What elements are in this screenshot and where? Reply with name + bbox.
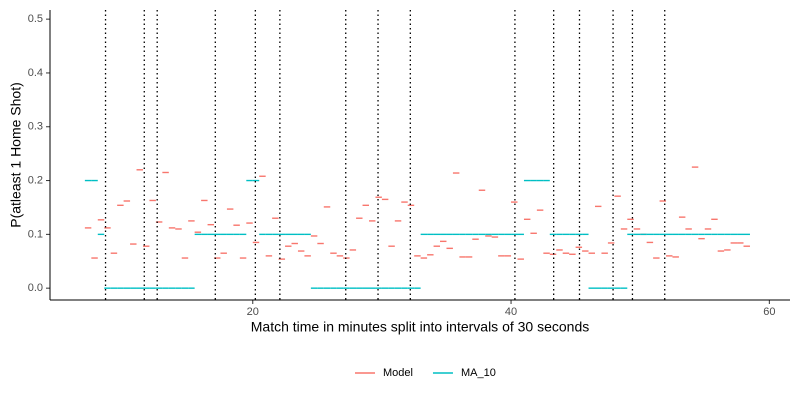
x-tick-label: 60: [763, 306, 775, 318]
y-tick-label: 0.3: [28, 121, 43, 133]
y-tick-label: 0.5: [28, 13, 43, 25]
x-axis-label: Match time in minutes split into interva…: [251, 319, 590, 335]
y-axis-label: P(atleast 1 Home Shot): [8, 82, 24, 228]
x-tick-label: 40: [505, 306, 517, 318]
y-tick-label: 0.2: [28, 174, 43, 186]
y-tick-label: 0.4: [28, 67, 43, 79]
legend-label: MA_10: [461, 367, 496, 379]
legend-label: Model: [383, 367, 413, 379]
y-tick-label: 0.1: [28, 228, 43, 240]
y-tick-label: 0.0: [28, 282, 43, 294]
x-tick-label: 20: [247, 306, 259, 318]
